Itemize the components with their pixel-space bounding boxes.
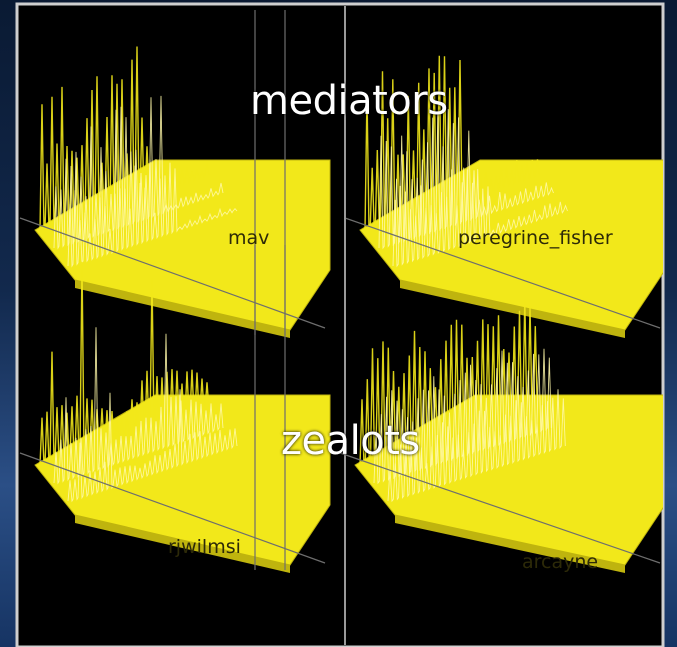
surface-floor-edge <box>75 280 290 338</box>
surface-plot-arcayne <box>284 245 663 573</box>
surface-floor-edge <box>400 280 625 338</box>
surface-plot-rjwilmsi <box>19 245 331 573</box>
surface-wireframe <box>53 327 224 485</box>
surface-plot-mav <box>19 10 331 338</box>
surface-plot-peregrine_fisher <box>284 10 663 338</box>
plot-label-peregrine_fisher: peregrine_fisher <box>458 227 613 249</box>
surface-floor-edge <box>75 515 290 573</box>
plot-label-arcayne: arcayne <box>522 551 598 573</box>
axis-line <box>19 217 326 329</box>
axis-line <box>344 217 661 329</box>
surface-wireframe <box>67 159 238 268</box>
plot-label-rjwilmsi: rjwilmsi <box>168 536 241 558</box>
surface-wireframe <box>387 389 566 503</box>
axis-line <box>19 452 326 564</box>
surface-wireframe <box>67 389 238 503</box>
plot-label-mav: mav <box>228 227 269 249</box>
surface-floor-edge <box>395 515 625 573</box>
group-label-zealots: zealots <box>281 418 420 464</box>
axis-line <box>339 452 661 564</box>
group-label-mediators: mediators <box>250 78 448 124</box>
